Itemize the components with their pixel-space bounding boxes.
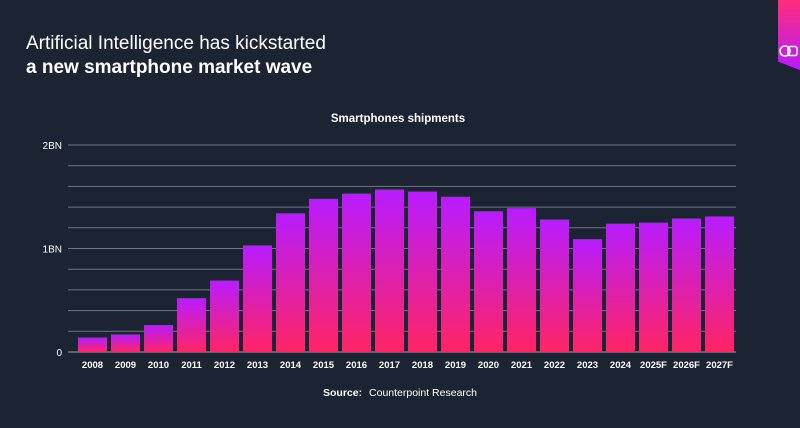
x-tick-label: 2027F (706, 360, 733, 371)
bar-2027F (704, 216, 735, 352)
x-tick-label: 2008 (82, 360, 103, 371)
x-tick-label: 2026F (673, 360, 700, 371)
bar-2026F (671, 218, 702, 352)
bar-2014 (275, 213, 306, 352)
bar-2025F (638, 222, 669, 352)
headline: Artificial Intelligence has kickstarted … (26, 32, 326, 80)
y-tick-label: 0 (56, 348, 62, 359)
bar-2023 (572, 239, 603, 352)
x-tick-label: 2019 (445, 360, 466, 371)
x-tick-label: 2018 (412, 360, 433, 371)
source-text: Counterpoint Research (369, 387, 477, 399)
brand-tab (778, 0, 800, 70)
y-tick-label: 2BN (43, 141, 62, 152)
bar-2018 (407, 191, 438, 352)
bar-2009 (110, 334, 141, 352)
x-tick-label: 2020 (478, 360, 499, 371)
bar-2024 (605, 223, 636, 352)
x-tick-label: 2021 (511, 360, 533, 371)
speech-bubble-logo-icon (779, 45, 798, 57)
x-tick-label: 2017 (379, 360, 400, 371)
x-tick-label: 2016 (346, 360, 367, 371)
bar-2021 (506, 208, 537, 352)
bar-2022 (539, 219, 570, 352)
x-tick-label: 2009 (115, 360, 136, 371)
headline-line-1: Artificial Intelligence has kickstarted (26, 33, 326, 54)
y-tick-label: 1BN (43, 245, 62, 256)
bar-2019 (440, 196, 471, 352)
x-tick-label: 2010 (148, 360, 169, 371)
headline-line-2: a new smartphone market wave (26, 57, 313, 78)
bar-2010 (143, 325, 174, 352)
bar-2013 (242, 245, 273, 352)
bar-2017 (374, 189, 405, 352)
x-tick-label: 2014 (280, 360, 302, 371)
bar-2016 (341, 193, 372, 352)
x-tick-label: 2025F (640, 360, 667, 371)
x-tick-label: 2024 (610, 360, 632, 371)
bar-2008 (77, 337, 108, 352)
bar-2012 (209, 280, 240, 352)
x-tick-label: 2023 (577, 360, 598, 371)
source-label: Source: (323, 387, 362, 399)
x-tick-label: 2022 (544, 360, 565, 371)
x-tick-label: 2013 (247, 360, 268, 371)
x-tick-label: 2011 (181, 360, 202, 371)
bar-2015 (308, 198, 339, 352)
bar-2011 (176, 298, 207, 352)
x-tick-label: 2012 (214, 360, 235, 371)
source-note: Source: Counterpoint Research (323, 387, 477, 399)
x-tick-label: 2015 (313, 360, 335, 371)
bar-2020 (473, 211, 504, 352)
chart-title: Smartphones shipments (331, 113, 465, 125)
